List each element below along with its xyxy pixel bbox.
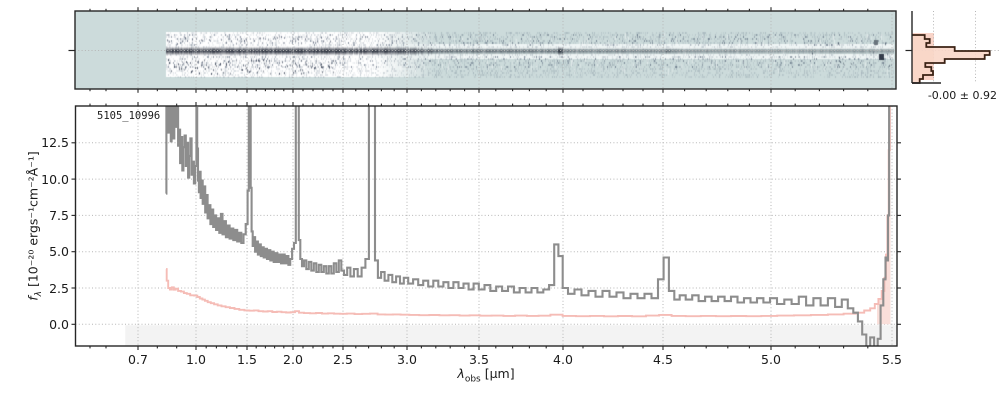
x-tick-label: 4.5 bbox=[653, 352, 673, 367]
x-tick-label: 0.7 bbox=[128, 352, 148, 367]
y-tick-label: 7.5 bbox=[49, 207, 69, 223]
y-tick-label: 10.0 bbox=[41, 171, 69, 187]
x-axis-label: λobs [μm] bbox=[457, 366, 514, 388]
1d-spectrum-panel bbox=[71, 102, 901, 350]
y-tick-label: 5.0 bbox=[49, 244, 69, 260]
2d-panel-border bbox=[74, 10, 897, 90]
y-tick-label: 2.5 bbox=[49, 280, 69, 296]
flux-curve bbox=[165, 106, 891, 346]
histogram-stats-label: -0.00 ± 0.92 bbox=[927, 89, 997, 102]
histogram-outline bbox=[912, 34, 991, 84]
x-tick-label: 2.0 bbox=[283, 352, 303, 367]
x-tick-label: 3.0 bbox=[397, 352, 417, 367]
x-axis-sub: obs bbox=[464, 374, 481, 385]
x-axis-unit: [μm] bbox=[480, 366, 515, 381]
x-tick-label: 5.5 bbox=[882, 352, 902, 367]
y-axis-symbol: f bbox=[25, 296, 41, 301]
masked-below-zero-band bbox=[125, 325, 897, 346]
main-panel-border bbox=[74, 105, 898, 347]
x-tick-label: 1.5 bbox=[237, 352, 257, 367]
y-tick-label: 0.0 bbox=[49, 316, 69, 332]
2d-spectrum-panel bbox=[68, 7, 897, 93]
x-tick-label: 5.0 bbox=[761, 352, 781, 367]
2d-spectrum-image bbox=[75, 11, 896, 89]
error-curve bbox=[165, 106, 891, 318]
error-spike-fill bbox=[877, 106, 891, 325]
x-tick-label: 3.5 bbox=[469, 352, 489, 367]
source-id-label: 5105_10996 bbox=[97, 110, 161, 122]
y-tick-label: 12.5 bbox=[41, 135, 69, 151]
x-tick-label: 4.0 bbox=[553, 352, 573, 367]
x-tick-label: 1.0 bbox=[186, 352, 206, 367]
x-tick-label: 2.5 bbox=[333, 352, 353, 367]
x-axis-symbol: λ bbox=[457, 366, 465, 381]
residual-histogram-panel bbox=[905, 11, 999, 84]
